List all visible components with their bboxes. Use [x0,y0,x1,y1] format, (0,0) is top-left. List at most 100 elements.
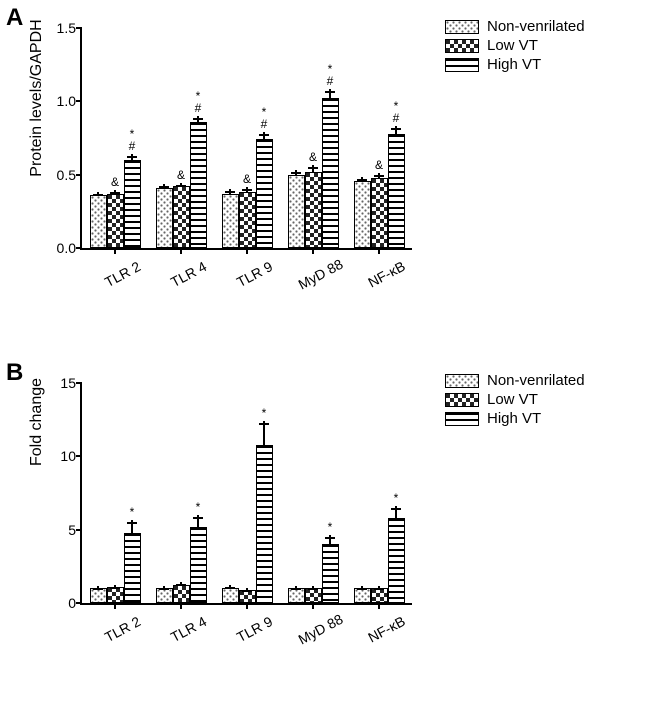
y-tick-label: 15 [60,375,76,391]
x-category-label: MyD 88 [295,611,345,648]
error-cap [259,134,269,136]
x-category-label: TLR 2 [102,613,143,645]
bar: & [239,192,256,248]
bar-group: &*# [354,134,405,248]
y-tick [76,100,82,102]
error-cap [391,508,401,510]
bar [371,588,388,603]
high-swatch [445,412,479,426]
legend-label: High VT [487,56,541,73]
error-cap [176,584,186,586]
bar-group: &*# [222,139,273,248]
bar-group: * [90,533,141,603]
error-cap [357,588,367,590]
error-cap [93,588,103,590]
legend-label: Low VT [487,391,538,408]
low-swatch [445,393,479,407]
error-cap [93,194,103,196]
bar-group: * [288,544,339,603]
legend-item-high: High VT [445,410,585,427]
bar: & [305,172,322,248]
error-cap [176,185,186,187]
bar [222,194,239,248]
bar [156,588,173,603]
y-tick-label: 10 [60,448,76,464]
y-tick-label: 5 [68,522,76,538]
legend-label: Non-venrilated [487,18,585,35]
error-cap [159,588,169,590]
y-tick [76,455,82,457]
error-cap [374,175,384,177]
y-tick [76,382,82,384]
bar [305,588,322,603]
x-tick [114,248,116,254]
error-cap [127,522,137,524]
x-category-label: TLR 4 [168,613,209,645]
error-cap [193,517,203,519]
bar [239,590,256,603]
bar-group: * [156,527,207,603]
y-tick-label: 1.0 [57,93,76,109]
legend-label: Low VT [487,37,538,54]
error-cap [127,156,137,158]
y-tick-label: 0.5 [57,167,76,183]
bar [288,588,305,603]
y-tick [76,174,82,176]
annotation: * [262,407,267,419]
error-cap [374,588,384,590]
bar [354,181,371,248]
x-category-label: TLR 4 [168,258,209,290]
bar [107,587,124,603]
bar-group: &*# [288,98,339,248]
bar: *# [388,134,405,248]
error-cap [357,179,367,181]
bar: *# [256,139,273,248]
error-cap [325,91,335,93]
bar: * [322,544,339,603]
x-tick [180,603,182,609]
y-tick [76,27,82,29]
bar [90,195,107,248]
non-swatch [445,20,479,34]
bar: *# [322,98,339,248]
bar-group: &*# [90,160,141,248]
y-tick [76,247,82,249]
annotation: *# [327,63,334,87]
plot-area: 0.00.51.01.5TLR 2&*#TLR 4&*#TLR 9&*#MyD … [80,28,412,250]
x-tick [312,603,314,609]
x-category-label: MyD 88 [295,256,345,293]
bar [90,588,107,603]
x-tick [378,603,380,609]
y-tick [76,602,82,604]
legend-label: Non-venrilated [487,372,585,389]
bar: & [107,194,124,248]
legend-item-low: Low VT [445,391,585,408]
bar [222,588,239,603]
legend-item-high: High VT [445,56,585,73]
bar [173,585,190,603]
y-axis-label: Fold change [28,312,46,532]
annotation: *# [195,90,202,114]
annotation: * [328,521,333,533]
error-cap [110,587,120,589]
x-tick [378,248,380,254]
x-tick [114,603,116,609]
figure: A0.00.51.01.5TLR 2&*#TLR 4&*#TLR 9&*#MyD… [0,0,669,711]
bar: * [256,445,273,603]
legend-item-non: Non-venrilated [445,18,585,35]
bar [156,188,173,248]
x-category-label: TLR 9 [234,613,275,645]
panel-label: B [6,359,23,387]
error-cap [291,588,301,590]
bar: *# [124,160,141,248]
error-cap [325,537,335,539]
bar: * [388,518,405,603]
error-cap [110,192,120,194]
y-tick-label: 1.5 [57,20,76,36]
error-cap [308,167,318,169]
legend-a: Non-venrilated Low VT High VT [445,18,585,75]
annotation: *# [393,100,400,124]
annotation: * [394,492,399,504]
legend-label: High VT [487,410,541,427]
plot-area: 051015TLR 2*TLR 4*TLR 9*MyD 88*NF-κB* [80,383,412,605]
